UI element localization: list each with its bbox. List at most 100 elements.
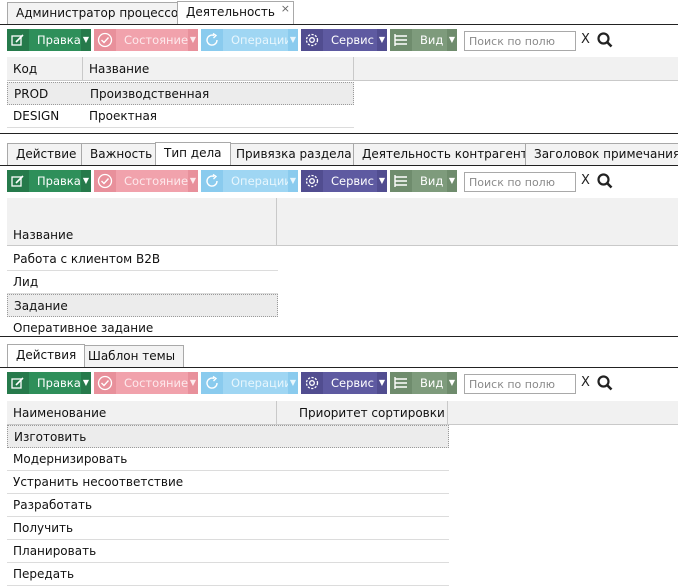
column-divider: [353, 57, 354, 81]
search-icon[interactable]: [597, 32, 613, 48]
operations-button[interactable]: Операции ▼: [201, 29, 298, 51]
chevron-down-icon[interactable]: ▼: [188, 372, 198, 394]
chevron-down-icon[interactable]: ▼: [81, 29, 91, 51]
tab-counterparty-activity[interactable]: Деятельность контрагента: [353, 143, 545, 165]
column-header-name[interactable]: Название: [89, 62, 150, 76]
state-button[interactable]: Состояние ▼: [94, 170, 198, 192]
chevron-down-icon[interactable]: ▼: [188, 170, 198, 192]
table-row[interactable]: Работа с клиентом B2B: [7, 248, 278, 271]
clear-search-button[interactable]: X: [581, 173, 590, 188]
service-label: Сервис: [331, 376, 374, 390]
search-input[interactable]: [464, 31, 576, 51]
view-label: Вид: [420, 174, 444, 188]
table-row[interactable]: PROD Производственная: [7, 82, 354, 105]
edit-button[interactable]: Правка ▼: [7, 372, 91, 394]
grid3-header: Наименование Приоритет сортировки: [7, 401, 678, 425]
operations-button[interactable]: Операции ▼: [201, 170, 298, 192]
edit-icon: [7, 170, 29, 192]
chevron-down-icon[interactable]: ▼: [81, 170, 91, 192]
state-label: Состояние: [124, 33, 189, 47]
tab-strip-border: [0, 367, 678, 368]
close-icon[interactable]: ×: [280, 2, 290, 15]
cell-name: Оперативное задание: [13, 321, 154, 335]
table-row[interactable]: Лид: [7, 271, 278, 294]
cell-name: Работа с клиентом B2B: [13, 252, 161, 266]
table-row[interactable]: Разработать: [7, 494, 449, 517]
search-input[interactable]: [464, 374, 576, 394]
chevron-down-icon[interactable]: ▼: [447, 170, 457, 192]
tab-label: Заголовок примечания: [534, 147, 678, 161]
tab-case-type[interactable]: Тип дела: [155, 142, 231, 165]
operations-label: Операции: [231, 33, 292, 47]
cell-name: Лид: [13, 275, 39, 289]
tab-section-binding[interactable]: Привязка раздела: [227, 143, 361, 165]
chevron-down-icon[interactable]: ▼: [288, 372, 298, 394]
chevron-down-icon[interactable]: ▼: [288, 29, 298, 51]
view-label: Вид: [420, 33, 444, 47]
redo-icon: [201, 29, 223, 51]
state-label: Состояние: [124, 174, 189, 188]
toolbar-1: Правка ▼ Состояние ▼ Операции ▼ Сервис ▼…: [0, 27, 678, 54]
chevron-down-icon[interactable]: ▼: [447, 372, 457, 394]
service-button[interactable]: Сервис ▼: [301, 29, 387, 51]
service-label: Сервис: [331, 174, 374, 188]
chevron-down-icon[interactable]: ▼: [447, 29, 457, 51]
table-row[interactable]: Получить: [7, 517, 449, 540]
chevron-down-icon[interactable]: ▼: [377, 372, 387, 394]
cell-name: Задание: [14, 299, 68, 313]
operations-button[interactable]: Операции ▼: [201, 372, 298, 394]
edit-icon: [7, 372, 29, 394]
chevron-down-icon[interactable]: ▼: [81, 372, 91, 394]
cell-title: Получить: [13, 521, 74, 535]
tab-action[interactable]: Действие: [7, 143, 86, 165]
state-label: Состояние: [124, 376, 189, 390]
check-circle-icon: [94, 29, 116, 51]
tab-label: Шаблон темы: [88, 349, 176, 363]
table-row[interactable]: Задание: [7, 294, 278, 317]
column-header-name[interactable]: Название: [13, 228, 74, 242]
search-icon[interactable]: [597, 375, 613, 391]
column-header-title[interactable]: Наименование: [13, 406, 107, 420]
view-button[interactable]: Вид ▼: [390, 170, 457, 192]
tab-process-admin[interactable]: Администратор процессов: [7, 2, 195, 24]
cell-title: Передать: [13, 567, 75, 581]
chevron-down-icon[interactable]: ▼: [188, 29, 198, 51]
cell-title: Разработать: [13, 498, 93, 512]
view-button[interactable]: Вид ▼: [390, 29, 457, 51]
tab-note-title[interactable]: Заголовок примечания: [525, 143, 678, 165]
service-button[interactable]: Сервис ▼: [301, 170, 387, 192]
table-row[interactable]: DESIGN Проектная: [7, 105, 354, 128]
view-button[interactable]: Вид ▼: [390, 372, 457, 394]
tab-activity[interactable]: Деятельность ×: [177, 1, 294, 24]
table-row[interactable]: Устранить несоответствие: [7, 471, 449, 494]
search-input[interactable]: [464, 172, 576, 192]
chevron-down-icon[interactable]: ▼: [288, 170, 298, 192]
chevron-down-icon[interactable]: ▼: [377, 170, 387, 192]
clear-search-button[interactable]: X: [581, 32, 590, 47]
cell-code: DESIGN: [13, 109, 60, 123]
edit-button[interactable]: Правка ▼: [7, 29, 91, 51]
tab-label: Деятельность контрагента: [362, 147, 536, 161]
tab-subject-template[interactable]: Шаблон темы: [79, 345, 185, 367]
chevron-down-icon[interactable]: ▼: [377, 29, 387, 51]
toolbar-3: Правка ▼ Состояние ▼ Операции ▼ Сервис ▼…: [0, 370, 678, 397]
state-button[interactable]: Состояние ▼: [94, 372, 198, 394]
table-row[interactable]: Планировать: [7, 540, 449, 563]
search-icon[interactable]: [597, 173, 613, 189]
table-row[interactable]: Изготовить: [7, 425, 449, 448]
column-header-sort-priority[interactable]: Приоритет сортировки: [299, 406, 445, 420]
service-label: Сервис: [331, 33, 374, 47]
tab-actions[interactable]: Действия: [7, 344, 86, 367]
column-header-code[interactable]: Код: [13, 62, 38, 76]
tab-strip-border: [0, 24, 678, 25]
table-row[interactable]: Оперативное задание: [7, 317, 278, 340]
edit-button[interactable]: Правка ▼: [7, 170, 91, 192]
gear-icon: [301, 372, 323, 394]
service-button[interactable]: Сервис ▼: [301, 372, 387, 394]
state-button[interactable]: Состояние ▼: [94, 29, 198, 51]
clear-search-button[interactable]: X: [581, 375, 590, 390]
tab-strip-border: [0, 165, 678, 166]
tab-importance[interactable]: Важность: [81, 143, 162, 165]
gear-icon: [301, 29, 323, 51]
table-row[interactable]: Модернизировать: [7, 448, 449, 471]
